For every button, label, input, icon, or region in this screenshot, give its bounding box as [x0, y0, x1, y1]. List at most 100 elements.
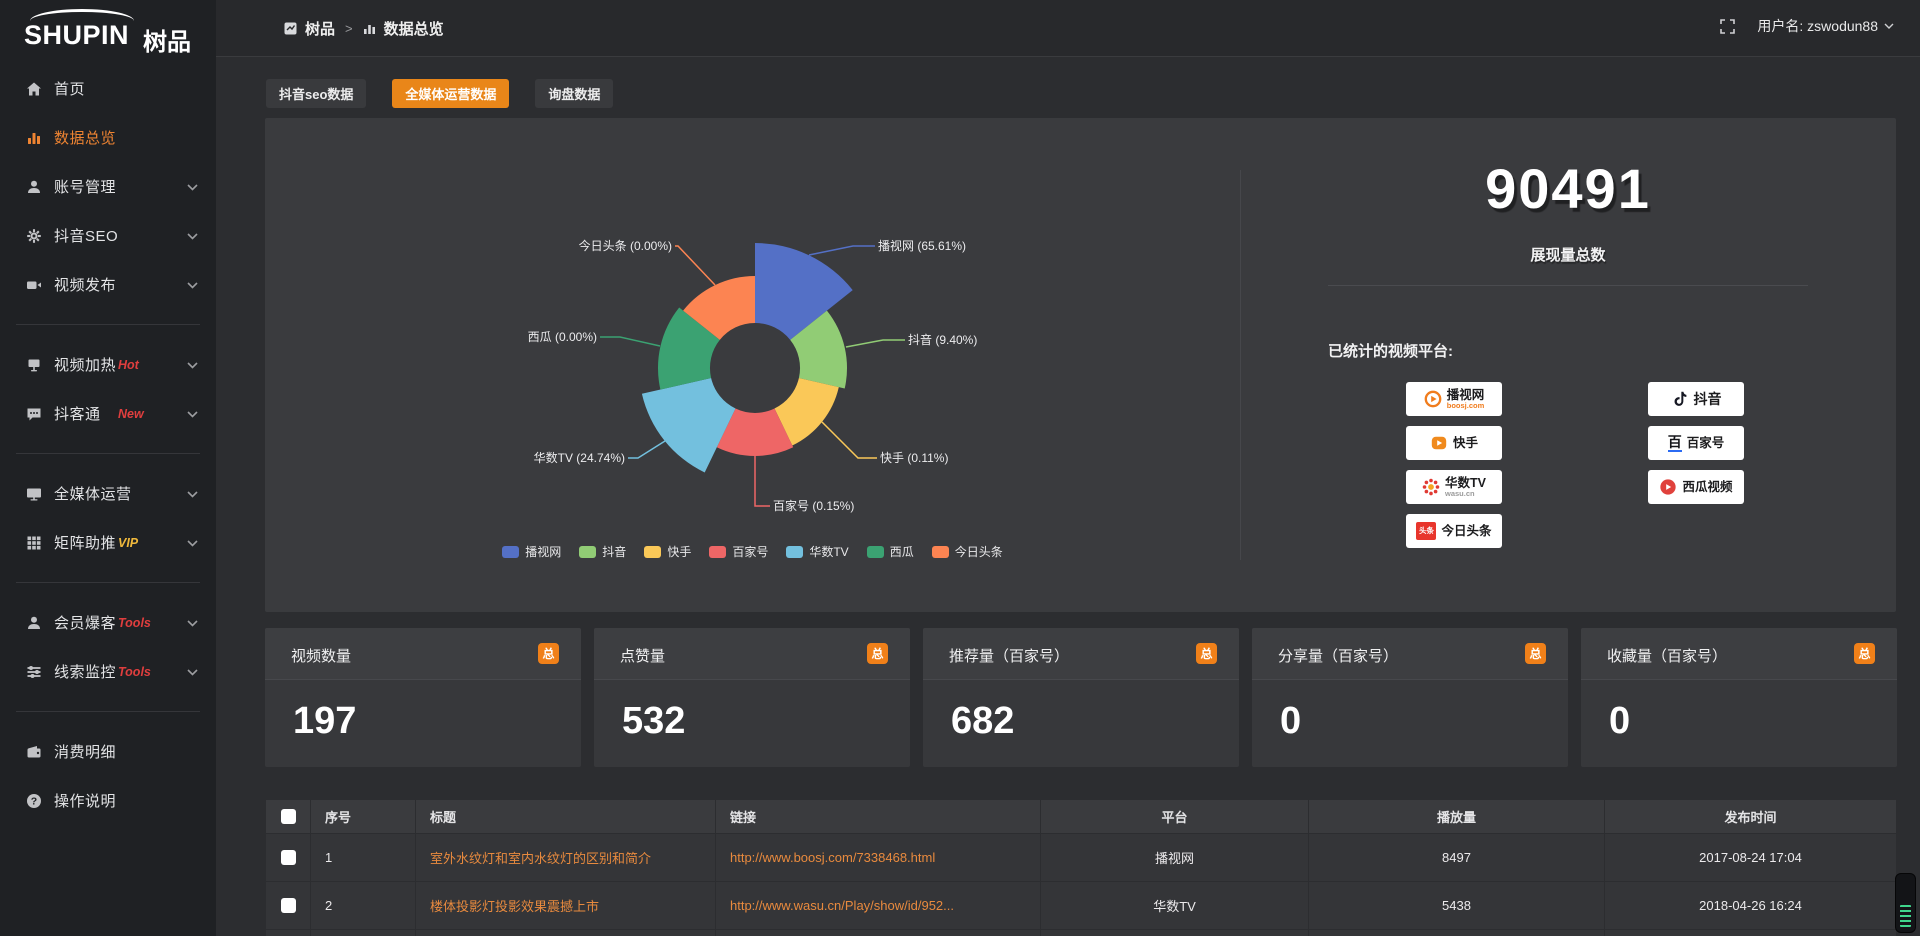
sidebar-item-label: 数据总览	[54, 130, 117, 147]
impression-total-label: 展现量总数	[1530, 247, 1606, 264]
table-row: 1 室外水纹灯和室内水纹灯的区别和简介 http://www.boosj.com…	[265, 832, 1897, 882]
fullscreen-icon[interactable]	[1720, 18, 1736, 34]
brand-logo[interactable]: SHUPIN 树品	[24, 9, 194, 56]
impression-summary: 90491 展现量总数 已统计的视频平台: 播视网 boosj.com 快手 华数…	[1240, 118, 1896, 612]
tab-inquiry-data[interactable]: 询盘数据	[535, 79, 614, 108]
total-badge[interactable]: 总	[538, 643, 559, 664]
pie-sector-5[interactable]	[657, 307, 720, 390]
platform-badge-kuaishou[interactable]: 快手	[1406, 426, 1502, 460]
stat-card-header: 点赞量 总	[594, 628, 910, 680]
sidebar-item-omnimedia[interactable]: 全媒体运营	[0, 469, 216, 518]
pie-sector-6[interactable]	[683, 276, 755, 340]
pie-sector-2[interactable]	[774, 378, 839, 446]
legend-item[interactable]: 快手	[644, 543, 691, 560]
chevron-down-icon	[187, 539, 198, 547]
stat-card-label: 收藏量（百家号）	[1607, 648, 1728, 665]
sidebar-item-video-publish[interactable]: 视频发布	[0, 260, 216, 309]
grid-icon	[26, 535, 42, 551]
legend-label: 播视网	[525, 545, 562, 559]
pie-label-leader	[628, 440, 666, 459]
breadcrumb-current[interactable]: 数据总览	[383, 21, 444, 38]
total-badge[interactable]: 总	[867, 643, 888, 664]
breadcrumb-separator: >	[345, 21, 353, 36]
row-title-link[interactable]: 室外水纹灯和室内水纹灯的区别和简介	[415, 832, 716, 882]
stat-card-label: 推荐量（百家号）	[949, 648, 1070, 665]
sidebar-item-label: 抖客通	[54, 406, 101, 423]
platform-badge-baijiahao[interactable]: 百 百家号	[1648, 426, 1744, 460]
legend-swatch	[644, 545, 662, 558]
legend-item[interactable]: 抖音	[579, 543, 626, 560]
row-select-cell	[265, 880, 311, 930]
nightingale-rose-chart[interactable]	[265, 118, 1240, 612]
pie-sector-1[interactable]	[790, 310, 848, 389]
row-checkbox[interactable]	[280, 898, 296, 914]
chart-legend: 播视网 抖音 快手 百家号 华数TV 西瓜 今日头条	[265, 543, 1240, 560]
legend-item[interactable]: 华数TV	[786, 543, 849, 560]
sidebar-item-label: 消费明细	[54, 744, 117, 761]
stat-card-value: 197	[293, 700, 357, 742]
topbar-right: 用户名: zswodun88	[1720, 16, 1894, 36]
row-publish-time: 2017-08-24 17:04	[1604, 832, 1897, 882]
legend-item[interactable]: 今日头条	[931, 543, 1003, 560]
vip-badge: VIP	[118, 535, 139, 550]
sidebar-item-member-burst[interactable]: 会员爆客 Tools	[0, 598, 216, 647]
sidebar-item-label: 全媒体运营	[54, 486, 132, 503]
row-checkbox[interactable]	[280, 850, 296, 866]
sidebar-item-home[interactable]: 首页	[0, 64, 216, 113]
stat-card-value: 532	[622, 700, 686, 742]
breadcrumb: 树品 > 数据总览	[284, 18, 444, 39]
row-url-link[interactable]: http://www.boosj.com/7338468.html	[715, 832, 1041, 882]
platform-badge-huashu-tv[interactable]: 华数TV wasu.cn	[1406, 470, 1502, 504]
legend-label: 抖音	[602, 545, 627, 559]
platform-badge-jinritoutiao[interactable]: 头条 今日头条	[1406, 514, 1502, 548]
platform-badge-boshiwang[interactable]: 播视网 boosj.com	[1406, 382, 1502, 416]
row-platform: 华数TV	[1040, 880, 1309, 930]
pie-sector-0[interactable]	[755, 243, 853, 340]
video-table: 序号 标题 链接 平台 播放量 发布时间 1 室外水纹灯和室内水纹灯的区别和简介…	[265, 800, 1897, 936]
legend-item[interactable]: 西瓜	[866, 543, 914, 560]
row-select-cell	[265, 832, 311, 882]
platform-badge-douyin[interactable]: 抖音	[1648, 382, 1744, 416]
sidebar-item-label: 视频加热	[54, 357, 117, 374]
chevron-down-icon	[187, 361, 198, 369]
sidebar-item-help[interactable]: ? 操作说明	[0, 776, 216, 825]
chart-panel: 今日头条 (0.00%) 播视网 (65.61%) 抖音 (9.40%) 西瓜 …	[265, 118, 1896, 612]
scroll-widget[interactable]	[1895, 873, 1916, 933]
pie-sector-4[interactable]	[641, 378, 736, 473]
stat-card-value: 0	[1280, 700, 1302, 742]
platforms-title: 已统计的视频平台:	[1328, 343, 1453, 360]
total-badge[interactable]: 总	[1854, 643, 1875, 664]
breadcrumb-root[interactable]: 树品	[305, 21, 336, 38]
pie-label-douyin: 抖音 (9.40%)	[908, 333, 978, 347]
user-menu[interactable]: 用户名: zswodun88	[1757, 16, 1894, 36]
col-header-plays: 播放量	[1308, 800, 1605, 834]
sidebar-item-lead-monitor[interactable]: 线索监控 Tools	[0, 647, 216, 696]
bar-chart-icon	[26, 130, 42, 146]
legend-item[interactable]: 百家号	[709, 543, 768, 560]
sidebar-item-consumption-detail[interactable]: 消费明细	[0, 727, 216, 776]
total-badge[interactable]: 总	[1196, 643, 1217, 664]
sidebar-item-doukotong[interactable]: 抖客通 New	[0, 389, 216, 438]
sidebar-item-video-heat[interactable]: 视频加热 Hot	[0, 340, 216, 389]
table-row: 2 楼体投影灯投影效果震撼上市 http://www.wasu.cn/Play/…	[265, 880, 1897, 930]
panel-vertical-divider	[1240, 170, 1241, 560]
platform-badge-xigua[interactable]: 西瓜视频	[1648, 470, 1744, 504]
legend-swatch	[502, 545, 520, 558]
sidebar-item-douyin-seo[interactable]: 抖音SEO	[0, 211, 216, 260]
total-badge[interactable]: 总	[1525, 643, 1546, 664]
legend-item[interactable]: 播视网	[502, 543, 561, 560]
data-tabs: 抖音seo数据 全媒体运营数据 询盘数据	[266, 79, 614, 108]
stat-card-shares: 分享量（百家号） 总 0	[1252, 628, 1568, 767]
pie-sector-3[interactable]	[716, 408, 794, 457]
tab-douyin-seo-data[interactable]: 抖音seo数据	[266, 79, 367, 108]
select-all-checkbox[interactable]	[280, 809, 296, 825]
tab-omnimedia-data[interactable]: 全媒体运营数据	[392, 79, 510, 108]
sidebar-item-data-overview[interactable]: 数据总览	[0, 113, 216, 162]
sidebar-item-account[interactable]: 账号管理	[0, 162, 216, 211]
stat-card-header: 视频数量 总	[265, 628, 581, 680]
stat-card-recommend: 推荐量（百家号） 总 682	[923, 628, 1239, 767]
row-url-link[interactable]: http://www.wasu.cn/Play/show/id/952...	[715, 880, 1041, 930]
sidebar-item-matrix-boost[interactable]: 矩阵助推 VIP	[0, 518, 216, 567]
row-title-link[interactable]: 楼体投影灯投影效果震撼上市	[415, 880, 716, 930]
row-select-cell	[265, 928, 311, 936]
